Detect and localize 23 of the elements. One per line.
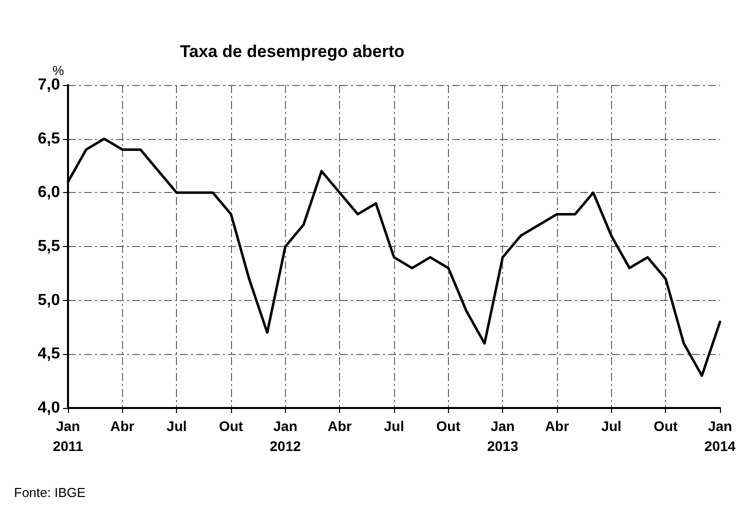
y-tick-label: 4,0 [38,400,60,416]
y-axis-title: % [52,63,64,78]
source-note: Fonte: IBGE [14,485,86,500]
chart-title: Taxa de desemprego aberto [180,42,405,61]
y-tick-label: 5,0 [38,292,60,309]
x-tick-label: Jan 2012 [270,418,302,454]
y-tick-label: 4,5 [38,346,60,363]
x-tick-label: Jul [601,418,622,434]
x-tick-label: Abr [328,418,352,434]
y-tick-label: 6,5 [38,130,60,148]
y-tick-label: 6,0 [38,184,60,202]
y-tick-label: 7,0 [38,76,60,94]
x-tick-label: Jan 2014 [704,418,736,454]
x-tick-label: Abr [544,418,570,434]
x-tick-label: Jan 2013 [487,418,518,454]
x-tick-label: Out [654,418,678,434]
x-tick-label: Jul [384,418,404,434]
x-tick-label: Abr [110,418,135,434]
x-tick-label: Out [218,418,244,434]
x-tick-label: Out [436,418,461,434]
x-tick-label: Jul [166,418,187,434]
x-tick-label: Jan 2011 [52,418,84,454]
y-tick-label: 5,5 [38,238,60,255]
